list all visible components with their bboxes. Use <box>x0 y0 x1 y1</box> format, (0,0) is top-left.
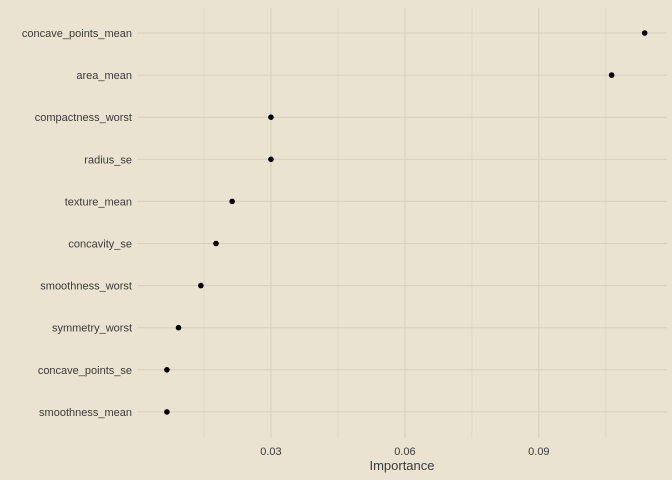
data-point <box>198 282 204 289</box>
data-point <box>213 240 219 247</box>
major-gridlines <box>137 8 667 438</box>
data-point <box>164 367 170 373</box>
x-tick-label: 0.06 <box>394 446 415 458</box>
data-point <box>641 30 648 36</box>
x-tick-label: 0.09 <box>528 446 549 458</box>
data-point <box>608 72 615 78</box>
y-axis-labels: concave_points_mean area_mean compactness_… <box>22 28 132 419</box>
y-tick-label: smoothness_worst <box>40 281 132 293</box>
minor-gridlines <box>203 8 607 438</box>
y-tick-label: compactness_worst <box>35 112 132 124</box>
y-tick-label: area_mean <box>76 70 132 82</box>
x-axis-labels: 0.03 0.06 0.09 <box>260 446 549 458</box>
data-points <box>164 30 648 415</box>
data-point <box>164 409 170 415</box>
data-point <box>268 156 274 163</box>
y-tick-label: radius_se <box>84 154 132 166</box>
y-tick-label: texture_mean <box>65 196 132 208</box>
y-tick-label: smoothness_mean <box>39 407 132 419</box>
x-axis-title: Importance <box>369 458 434 473</box>
data-point <box>229 198 235 205</box>
y-tick-label: concave_points_mean <box>22 28 132 40</box>
y-tick-label: concave_points_se <box>38 365 132 377</box>
data-point <box>175 324 182 331</box>
y-tick-label: symmetry_worst <box>52 323 132 335</box>
x-tick-label: 0.03 <box>260 446 281 458</box>
y-tick-label: concavity_se <box>68 239 132 251</box>
data-point <box>268 114 274 120</box>
